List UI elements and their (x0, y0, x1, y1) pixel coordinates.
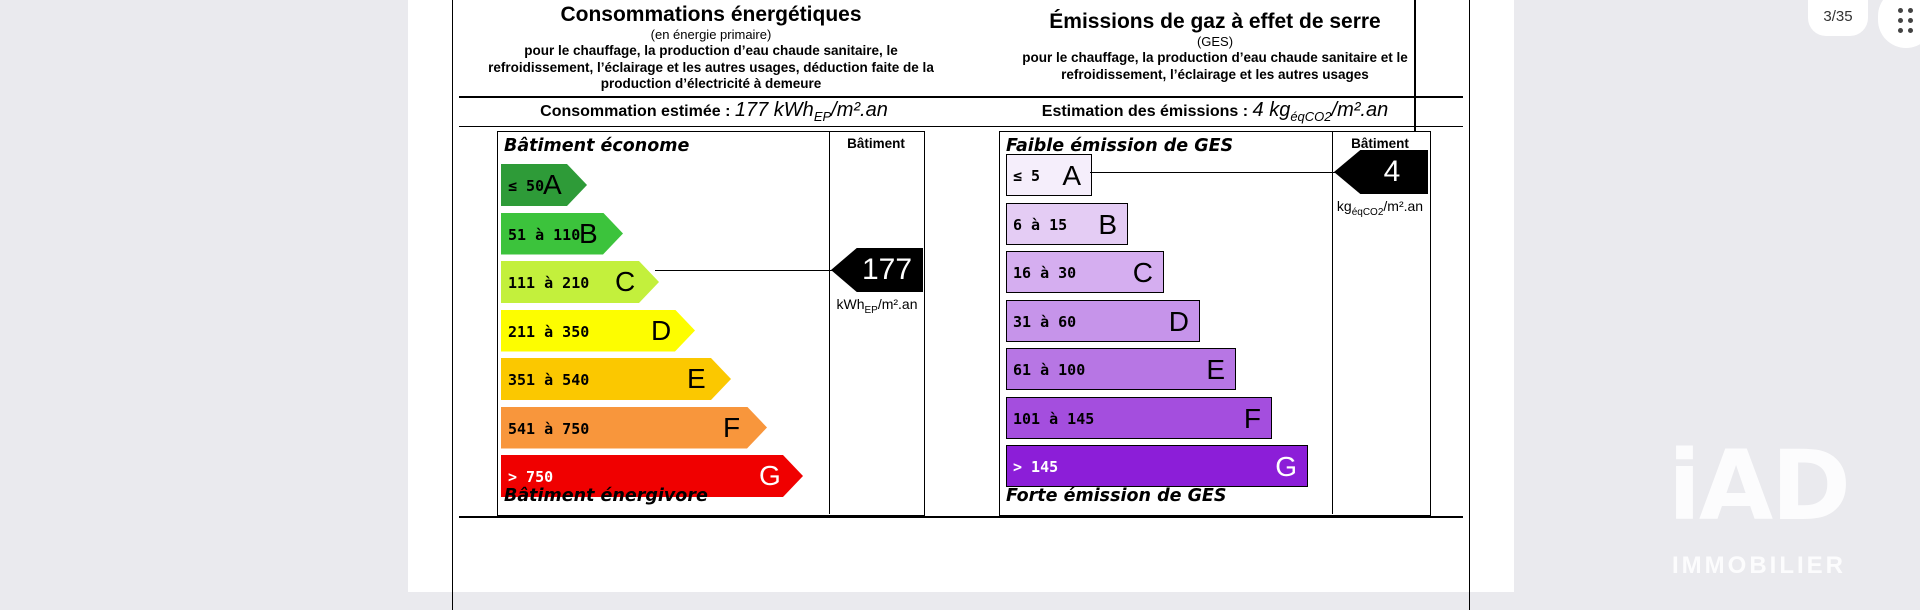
ges-class-range: 16 à 30 (1013, 264, 1077, 282)
energy-class-range: 211 à 350 (508, 322, 590, 341)
watermark-logo: iAD (1668, 430, 1851, 542)
ges-class-range: ≤ 5 (1013, 167, 1041, 185)
ges-estimate: Estimation des émissions : 4 kgéqCO2/m².… (967, 99, 1463, 124)
ges-class-letter: A (1062, 160, 1081, 191)
energy-class-range: > 750 (508, 468, 554, 486)
dots-grid-icon-dot (1908, 18, 1913, 23)
dots-grid-icon (1898, 8, 1903, 13)
ges-building-column (1332, 132, 1333, 514)
energy-class-letter: D (651, 314, 672, 346)
energy-chart: Bâtiment économe Bâtiment ≤ 50 A 51 à 110 B… (497, 131, 925, 516)
energy-estimate-value: 177 kWhEP/m².an (734, 99, 888, 124)
ges-class-b: 6 à 15 B (1006, 202, 1128, 245)
page-counter: 3/35 (1808, 0, 1868, 36)
energy-class-letter: C (615, 266, 636, 297)
energy-class-d: 211 à 350 D (501, 310, 695, 352)
energy-unit: kWhEP/m².an (836, 296, 918, 316)
ges-top-label: Faible émission de GES (1006, 136, 1234, 156)
energy-marker: 177 (831, 248, 923, 292)
ges-title: Émissions de gaz à effet de serre (1049, 10, 1381, 33)
ges-class-range: 6 à 15 (1013, 215, 1068, 234)
dots-grid-icon-dot (1898, 18, 1903, 23)
energy-class-f: 541 à 750 F (501, 407, 767, 449)
dots-grid-icon-dot (1898, 28, 1903, 33)
ges-class-a: ≤ 5 A (1006, 154, 1092, 196)
ges-class-letter: G (1275, 451, 1297, 482)
energy-class-letter: F (723, 411, 741, 443)
ges-unit: kgéqCO2/m².an (1336, 198, 1424, 218)
ges-class-letter: F (1243, 402, 1261, 434)
energy-class-a: ≤ 50 A (501, 164, 587, 206)
energy-class-e: 351 à 540 E (501, 358, 731, 400)
ges-class-g: > 145 G (1006, 445, 1308, 487)
watermark-subtitle: IMMOBILIER (1672, 552, 1846, 579)
ges-class-letter: C (1132, 257, 1153, 288)
dots-grid-icon-dot (1908, 8, 1913, 13)
energy-column-header: Bâtiment (847, 136, 905, 151)
energy-estimate: Consommation estimée : 177 kWhEP/m².an (459, 99, 969, 124)
energy-class-letter: A (543, 169, 562, 200)
energy-class-letter: B (579, 217, 598, 249)
ges-marker: 4 (1334, 150, 1428, 194)
ges-estimate-label: Estimation des émissions : (1041, 103, 1249, 120)
energy-bottom-label: Bâtiment énergivore (504, 486, 708, 506)
energy-class-letter: G (759, 460, 781, 491)
ges-header: Émissions de gaz à effet de serre (GES) … (975, 10, 1455, 83)
energy-subtitle: (en énergie primaire) (650, 27, 772, 42)
energy-class-range: 111 à 210 (508, 274, 590, 292)
ges-class-letter: B (1098, 208, 1117, 240)
ges-bottom-label: Forte émission de GES (1006, 486, 1227, 506)
energy-estimate-label: Consommation estimée : (540, 103, 731, 120)
dpe-document: Consommations énergétiques (en énergie p… (452, 0, 1470, 610)
energy-header: Consommations énergétiques (en énergie p… (471, 3, 951, 93)
energy-class-range: 351 à 540 (508, 371, 590, 389)
energy-class-b: 51 à 110 B (501, 213, 623, 255)
energy-class-letter: E (687, 363, 706, 394)
ges-description: pour le chauffage, la production d’eau c… (1022, 50, 1408, 82)
energy-class-g: > 750 G (501, 455, 803, 497)
ges-estimate-value: 4 kgéqCO2/m².an (1252, 99, 1389, 124)
ges-class-d: 31 à 60 D (1006, 299, 1200, 342)
ges-class-letter: E (1206, 354, 1225, 385)
ges-class-range: 61 à 100 (1013, 361, 1086, 379)
ges-class-letter: D (1168, 305, 1189, 337)
ges-class-range: 101 à 145 (1013, 409, 1095, 428)
energy-class-range: ≤ 50 (508, 177, 545, 195)
image-viewer: Consommations énergétiques (en énergie p… (408, 0, 1920, 610)
ges-class-range: > 145 (1013, 458, 1059, 476)
energy-class-range: 541 à 750 (508, 419, 590, 438)
ges-class-c: 16 à 30 C (1006, 251, 1164, 293)
ges-chart: Faible émission de GES Bâtiment ≤ 5 A 6 à … (999, 131, 1431, 516)
energy-title: Consommations énergétiques (560, 3, 862, 26)
bottom-rule (459, 516, 1463, 518)
energy-top-label: Bâtiment économe (504, 136, 690, 156)
more-button[interactable] (1878, 0, 1920, 48)
ges-column-header: Bâtiment (1351, 136, 1409, 151)
ges-class-e: 61 à 100 E (1006, 348, 1236, 390)
ges-subtitle: (GES) (1196, 34, 1234, 49)
dots-grid-icon-dot (1908, 28, 1913, 33)
energy-connector-line (655, 270, 851, 271)
energy-building-column (829, 132, 830, 514)
ges-class-f: 101 à 145 F (1006, 396, 1272, 439)
ges-class-range: 31 à 60 (1013, 312, 1077, 331)
estimate-rule (459, 126, 1463, 127)
ges-connector-line (1090, 172, 1344, 173)
energy-description: pour le chauffage, la production d’eau c… (488, 43, 934, 91)
energy-class-c: 111 à 210 C (501, 261, 659, 303)
header-rule (459, 96, 1463, 98)
energy-class-range: 51 à 110 (508, 225, 581, 244)
